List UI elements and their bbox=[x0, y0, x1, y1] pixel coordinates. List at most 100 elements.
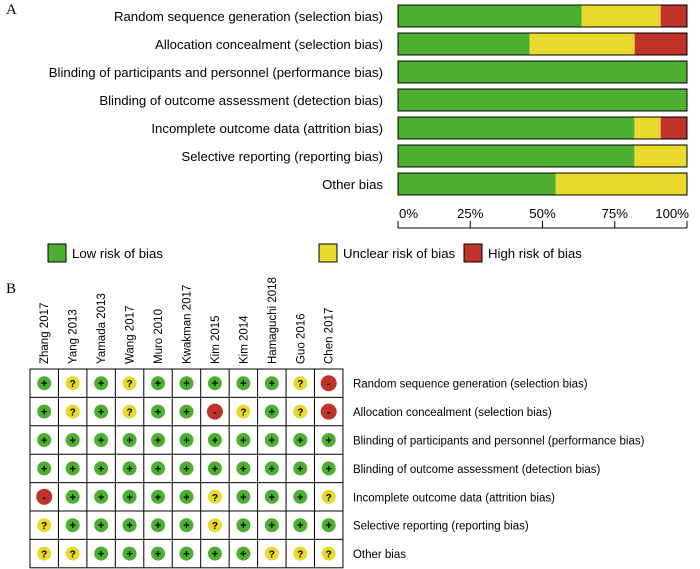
rating-symbol: + bbox=[183, 435, 189, 447]
rating-dot-low bbox=[236, 518, 251, 533]
rating-dot-low bbox=[94, 461, 109, 476]
rating-dot-low bbox=[94, 376, 109, 391]
rating-dot-low bbox=[37, 376, 52, 391]
domain-row-label: Allocation concealment (selection bias) bbox=[353, 407, 552, 419]
study-label: Muro 2010 bbox=[153, 309, 165, 364]
rating-dot-low bbox=[264, 376, 279, 391]
legend-label: High risk of bias bbox=[488, 246, 582, 261]
rating-symbol: ? bbox=[240, 408, 246, 419]
x-tick-label: 75% bbox=[602, 206, 629, 221]
rating-dot-low bbox=[94, 489, 109, 504]
rating-dot-low bbox=[207, 376, 222, 391]
rating-symbol: + bbox=[126, 435, 132, 447]
rating-symbol: + bbox=[155, 492, 161, 504]
legend-swatch bbox=[47, 243, 67, 263]
rating-symbol: ? bbox=[127, 408, 133, 419]
bar-segment bbox=[634, 33, 688, 55]
rating-dot-low bbox=[151, 376, 166, 391]
rating-dot-low bbox=[321, 518, 336, 533]
rating-symbol: ? bbox=[41, 521, 47, 532]
rating-symbol: + bbox=[69, 520, 75, 532]
rating-symbol: ? bbox=[70, 379, 76, 390]
rating-symbol: + bbox=[126, 463, 132, 475]
rating-dot-low bbox=[65, 433, 80, 447]
rating-dot-low bbox=[122, 546, 137, 561]
rating-dot-low bbox=[94, 404, 109, 419]
bar-segment bbox=[660, 117, 687, 139]
bar-segment bbox=[529, 33, 635, 55]
rating-symbol: ? bbox=[70, 408, 76, 419]
rating-dot-low bbox=[179, 404, 194, 419]
bar-outline bbox=[397, 4, 688, 28]
legend-swatch bbox=[463, 243, 483, 263]
rating-symbol: + bbox=[183, 520, 189, 532]
rating-symbol: + bbox=[326, 435, 332, 447]
x-tick-label: 0% bbox=[399, 206, 418, 221]
rating-symbol: + bbox=[297, 463, 303, 475]
domain-label: Random sequence generation (selection bi… bbox=[114, 9, 383, 24]
study-label: Guo 2016 bbox=[295, 313, 307, 364]
bar-segment bbox=[398, 33, 530, 55]
rating-dot-low bbox=[94, 518, 109, 533]
domain-label: Blinding of outcome assessment (detectio… bbox=[99, 93, 383, 108]
rating-symbol: ? bbox=[297, 379, 303, 390]
domain-label: Other bias bbox=[322, 177, 383, 192]
x-tick-label: 100% bbox=[655, 206, 689, 221]
legend-label: Unclear risk of bias bbox=[343, 246, 456, 261]
bar-outline bbox=[397, 172, 688, 196]
bar-outline bbox=[397, 144, 688, 168]
rating-dot-low bbox=[65, 461, 80, 476]
rating-dot-low bbox=[37, 404, 52, 419]
rating-dot-low bbox=[179, 433, 194, 447]
rating-symbol: + bbox=[126, 492, 132, 504]
rating-symbol: + bbox=[155, 463, 161, 475]
rating-symbol: + bbox=[212, 549, 218, 561]
rating-symbol: ? bbox=[212, 521, 218, 532]
bar-segment bbox=[634, 117, 661, 139]
rating-symbol: + bbox=[326, 463, 332, 475]
rating-dot-low bbox=[264, 518, 279, 533]
rating-dot-unclear bbox=[293, 546, 308, 561]
domain-row-label: Selective reporting (reporting bias) bbox=[353, 521, 529, 533]
panel-a-summary-chart: A Random sequence generation (selection b… bbox=[6, 2, 689, 263]
domain-label: Blinding of participants and personnel (… bbox=[49, 65, 383, 80]
rating-symbol: + bbox=[155, 549, 161, 561]
rating-symbol: + bbox=[240, 378, 246, 390]
rating-symbol: + bbox=[183, 463, 189, 475]
panel-b-label: B bbox=[6, 281, 16, 297]
rating-dot-low bbox=[264, 461, 279, 476]
rating-dot-low bbox=[236, 433, 251, 447]
rating-symbol: + bbox=[297, 435, 303, 447]
rating-symbol: - bbox=[327, 407, 331, 419]
rating-symbol: + bbox=[98, 492, 104, 504]
rating-symbol: + bbox=[126, 520, 132, 532]
rating-dot-low bbox=[65, 489, 80, 504]
rating-dot-unclear bbox=[293, 376, 308, 391]
rating-dot-unclear bbox=[207, 489, 222, 504]
rating-dot-low bbox=[179, 489, 194, 504]
rating-symbol: + bbox=[98, 463, 104, 475]
rating-symbol: + bbox=[155, 407, 161, 419]
study-label: Yang 2013 bbox=[68, 309, 80, 364]
rating-symbol: ? bbox=[70, 550, 76, 561]
rating-dot-low bbox=[264, 489, 279, 504]
rating-dot-low bbox=[37, 461, 52, 476]
bar-segment bbox=[581, 5, 661, 27]
study-label: Yamada 2013 bbox=[96, 293, 108, 364]
study-label: Kim 2014 bbox=[238, 315, 250, 364]
rating-dot-low bbox=[151, 546, 166, 561]
rating-dot-low bbox=[37, 433, 52, 447]
rating-dot-unclear bbox=[321, 489, 336, 504]
study-label: Zhang 2017 bbox=[39, 303, 51, 364]
rating-symbol: ? bbox=[297, 550, 303, 561]
legend-label: Low risk of bias bbox=[72, 246, 163, 261]
bar-segment bbox=[398, 173, 556, 195]
rating-symbol: + bbox=[126, 549, 132, 561]
rating-dot-unclear bbox=[122, 404, 137, 419]
rating-dot-low bbox=[65, 518, 80, 533]
rating-dot-low bbox=[122, 433, 137, 447]
bar-segment bbox=[398, 89, 687, 111]
study-label: Chen 2017 bbox=[324, 308, 336, 364]
panel-a-label: A bbox=[6, 2, 17, 18]
bar-segment bbox=[398, 145, 635, 167]
